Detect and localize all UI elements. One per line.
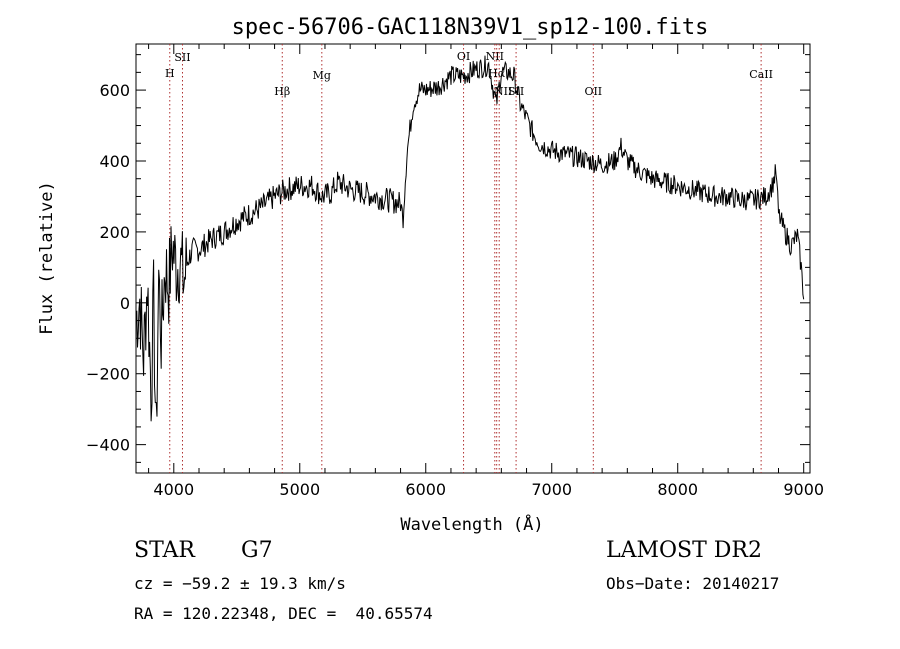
y-tick-label: −200 <box>86 365 130 384</box>
x-axis-label: Wavelength (Å) <box>400 513 543 535</box>
x-tick-label: 4000 <box>153 480 194 499</box>
chart-title: spec-56706-GAC118N39V1_sp12-100.fits <box>232 15 709 40</box>
survey-name: LAMOST DR2 <box>606 538 762 563</box>
x-tick-label: 8000 <box>657 480 698 499</box>
spectral-line-label: Mg <box>313 69 331 82</box>
observation-date: Obs−Date: 20140217 <box>606 574 780 593</box>
spectral-line-label: Hβ <box>274 85 290 98</box>
spectral-line-label: OII <box>584 85 602 98</box>
spectrum-line <box>135 55 805 422</box>
y-tick-label: 600 <box>99 81 130 100</box>
y-tick-label: 400 <box>99 152 130 171</box>
x-tick-label: 6000 <box>405 480 446 499</box>
spectral-line-label: SII <box>174 51 190 64</box>
y-tick-label: 0 <box>120 294 130 313</box>
x-tick-label: 9000 <box>783 480 824 499</box>
x-tick-label: 5000 <box>279 480 320 499</box>
y-axis-label: Flux (relative) <box>37 181 57 335</box>
y-tick-label: 200 <box>99 223 130 242</box>
plot-frame <box>135 43 811 474</box>
object-class: STAR <box>134 538 195 563</box>
spectral-line-label: NII <box>494 85 512 98</box>
object-subclass: G7 <box>241 538 273 563</box>
x-tick-label: 7000 <box>531 480 572 499</box>
spectral-line-label: NII <box>486 50 504 63</box>
y-tick-label: −400 <box>86 436 130 455</box>
spectral-line-label: H <box>165 67 175 80</box>
spectral-line-label: OI <box>457 50 470 63</box>
spectral-line-label: CaII <box>749 68 773 81</box>
sky-coordinates: RA = 120.22348, DEC = 40.65574 <box>134 604 433 623</box>
redshift-velocity: cz = −59.2 ± 19.3 km/s <box>134 574 346 593</box>
